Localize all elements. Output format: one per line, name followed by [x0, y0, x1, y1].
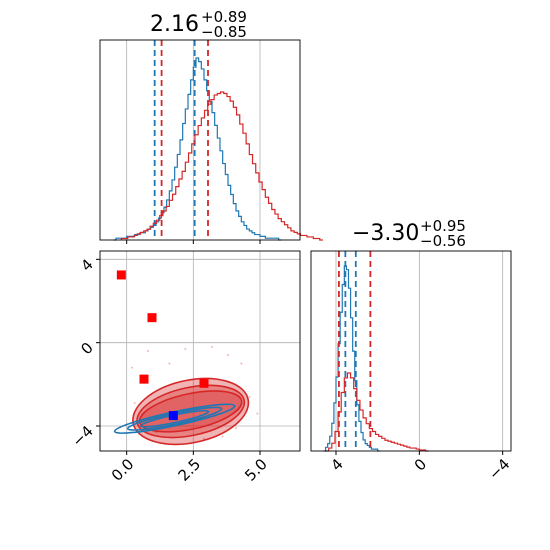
tick-label-y2-0: 4 [77, 255, 96, 274]
marker-square [139, 374, 149, 384]
contour-panel [96, 250, 301, 455]
marker-square [199, 378, 209, 388]
tick-label-x1-0: 0.0 [108, 455, 138, 485]
axis-frame [99, 250, 301, 452]
histogram-step-param2 [323, 265, 380, 452]
title-param1: 2.16 +0.89 −0.85 [150, 8, 247, 41]
sample-point [256, 412, 259, 415]
sample-point [147, 350, 149, 352]
tick-label-y2-1: 0 [77, 339, 96, 358]
sample-point [248, 395, 251, 398]
contour-group [113, 270, 259, 446]
sample-point [184, 347, 187, 350]
title-param1-value: 2.16 [150, 12, 199, 37]
histogram-panel-param1 [99, 39, 323, 244]
sample-point [168, 362, 171, 365]
tick-label-x1-2: 5.0 [241, 455, 271, 485]
marker-square [168, 411, 178, 421]
title-param1-minus: −0.85 [201, 23, 247, 41]
title-param1-plus: +0.89 [201, 8, 247, 26]
sample-point [133, 402, 136, 405]
sample-point [235, 427, 237, 430]
axis-frame [99, 39, 301, 241]
histogram-step-param1 [120, 91, 323, 241]
axis-frame [310, 250, 512, 452]
histogram-panel-param2 [310, 250, 512, 455]
tick-label-x1-1: 2.5 [175, 455, 205, 485]
histogram-step-param1 [113, 57, 282, 241]
title-param2-plus: +0.95 [420, 217, 466, 235]
marker-square [116, 270, 126, 280]
sample-point [227, 354, 229, 357]
sample-point [221, 435, 224, 438]
title-param2-value: −3.30 [352, 221, 419, 246]
sample-point [131, 366, 133, 369]
histogram-step-param2 [325, 372, 429, 452]
title-param2-minus: −0.56 [420, 232, 466, 250]
marker-square [147, 313, 157, 323]
sample-point [240, 362, 243, 365]
sample-point [211, 345, 213, 348]
tick-label-x2-2: 4 [327, 455, 346, 474]
tick-label-x2-1: 0 [411, 455, 430, 474]
sample-point [203, 437, 205, 440]
tick-label-x2-0: −4 [485, 455, 513, 483]
tick-label-y2-2: −4 [68, 422, 96, 450]
title-param2: −3.30 +0.95 −0.56 [352, 217, 466, 250]
